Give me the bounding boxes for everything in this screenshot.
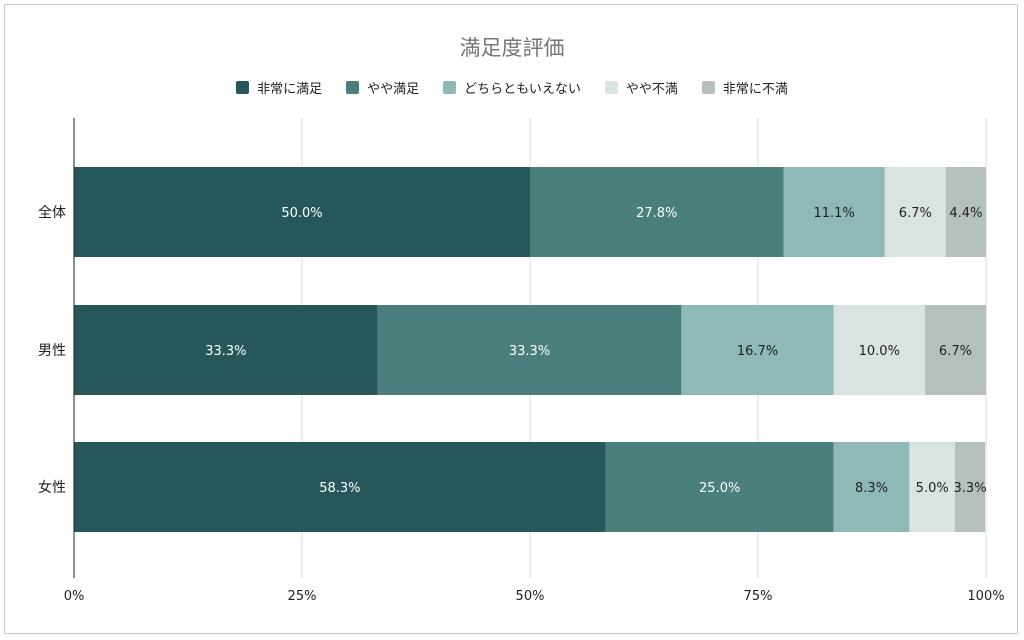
legend-label: 非常に不満 <box>722 82 788 97</box>
bar-segment <box>924 305 986 395</box>
legend-swatch <box>236 81 250 94</box>
legend-label: やや満足 <box>367 82 420 97</box>
x-tick-label: 100% <box>967 589 1004 604</box>
legend-item-4: 非常に不満 <box>701 78 788 97</box>
bar-segment <box>377 305 682 395</box>
legend-swatch <box>443 81 457 94</box>
legend-swatch <box>701 81 715 94</box>
data-label: 6.7% <box>899 206 932 221</box>
legend-label: やや不満 <box>625 82 678 97</box>
data-label: 33.3% <box>509 344 550 359</box>
bar-segment <box>74 167 530 257</box>
data-label: 8.3% <box>855 481 888 496</box>
x-tick-label: 0% <box>64 589 85 604</box>
category-label: 男性 <box>38 343 66 359</box>
bar-segment <box>530 167 784 257</box>
legend-item-0: 非常に満足 <box>236 78 322 97</box>
bar-segment <box>945 167 986 257</box>
legend-swatch <box>346 81 360 94</box>
bar-segment <box>681 305 834 395</box>
data-label: 50.0% <box>281 206 322 221</box>
data-label: 6.7% <box>939 344 972 359</box>
bar-segment <box>74 305 378 395</box>
data-label: 16.7% <box>737 344 778 359</box>
chart-title: 満足度評価 <box>459 36 565 60</box>
bar-segment <box>884 167 946 257</box>
legend-label: どちらともいえない <box>464 82 581 97</box>
legend-item-1: やや満足 <box>346 78 419 97</box>
category-label: 全体 <box>38 204 66 221</box>
legend-item-2: どちらともいえない <box>443 78 581 97</box>
bar-segment <box>605 442 834 532</box>
bar-segment <box>833 305 925 395</box>
category-label: 女性 <box>38 479 66 496</box>
x-tick-label: 75% <box>744 589 773 604</box>
data-label: 25.0% <box>699 481 740 496</box>
legend-label: 非常に満足 <box>257 82 323 97</box>
data-label: 58.3% <box>319 481 360 496</box>
bar-segment <box>783 167 885 257</box>
data-label: 11.1% <box>813 206 854 221</box>
data-label: 10.0% <box>859 344 900 359</box>
bar-segment <box>954 442 986 532</box>
bar-segment <box>74 442 606 532</box>
legend-swatch <box>604 81 618 94</box>
bar-segment <box>909 442 955 532</box>
data-label: 27.8% <box>636 206 677 221</box>
data-label: 5.0% <box>916 481 949 496</box>
data-label: 33.3% <box>205 344 246 359</box>
data-label: 4.4% <box>949 206 982 221</box>
x-tick-label: 25% <box>288 589 317 604</box>
legend-item-3: やや不満 <box>604 78 678 97</box>
x-tick-label: 50% <box>516 589 545 604</box>
data-label: 3.3% <box>954 481 987 496</box>
chart-legend: 非常に満足 やや満足 どちらともいえない やや不満 非常に不満 <box>0 78 1024 97</box>
bar-segment <box>833 442 910 532</box>
